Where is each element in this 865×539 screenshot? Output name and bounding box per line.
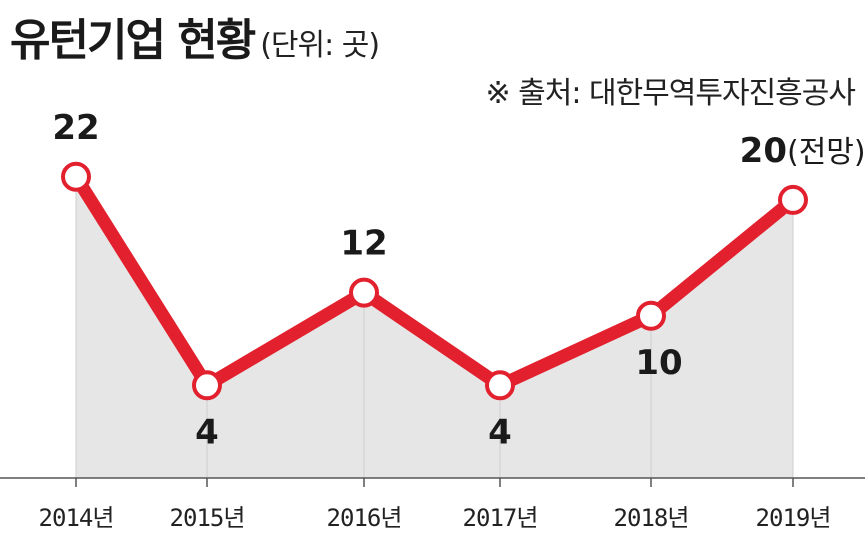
x-tick-label-2017년: 2017년 — [463, 504, 538, 532]
series-line — [69, 170, 800, 392]
guide-lines — [75, 176, 794, 478]
data-point-2018년 — [636, 300, 666, 331]
value-label-2018년: 10 — [635, 343, 682, 383]
x-tick-label-2016년: 2016년 — [327, 504, 402, 532]
value-label-2016년: 12 — [340, 224, 387, 264]
data-point-2015년 — [192, 370, 222, 401]
area-layer — [76, 176, 793, 479]
unit-note: (단위: 곳) — [260, 28, 380, 63]
x-tick-label-2019년: 2019년 — [756, 504, 831, 532]
value-label-2019년: 20 — [740, 131, 787, 171]
x-axis — [0, 477, 865, 487]
data-point-2017년 — [485, 370, 515, 401]
data-point-2014년 — [61, 161, 91, 192]
value-label-2015년: 4 — [195, 412, 219, 452]
value-annotation-2019년: (전망) — [787, 135, 865, 170]
x-tick-label-2015년: 2015년 — [170, 504, 245, 532]
x-tick-label-2018년: 2018년 — [614, 504, 689, 532]
title-block: 유턴기업 현황 (단위: 곳) — [10, 4, 380, 68]
tick-labels-layer: 2014년 2015년 2016년 2017년 2018년 2019년 — [39, 504, 832, 532]
series-line-layer — [69, 170, 800, 392]
x-tick-label-2014년: 2014년 — [39, 504, 114, 532]
data-point-2019년 — [778, 184, 808, 215]
value-labels-layer: 22 4 12 4 10 20 (전망) — [52, 108, 865, 453]
markers-layer — [61, 161, 808, 401]
value-label-2017년: 4 — [488, 412, 512, 452]
data-point-2016년 — [349, 277, 379, 308]
area-fill — [76, 176, 793, 479]
source-note: ※ 출처: 대한무역투자진흥공사 — [485, 76, 856, 111]
chart-title: 유턴기업 현황 — [10, 15, 256, 66]
value-label-2014년: 22 — [52, 108, 99, 148]
